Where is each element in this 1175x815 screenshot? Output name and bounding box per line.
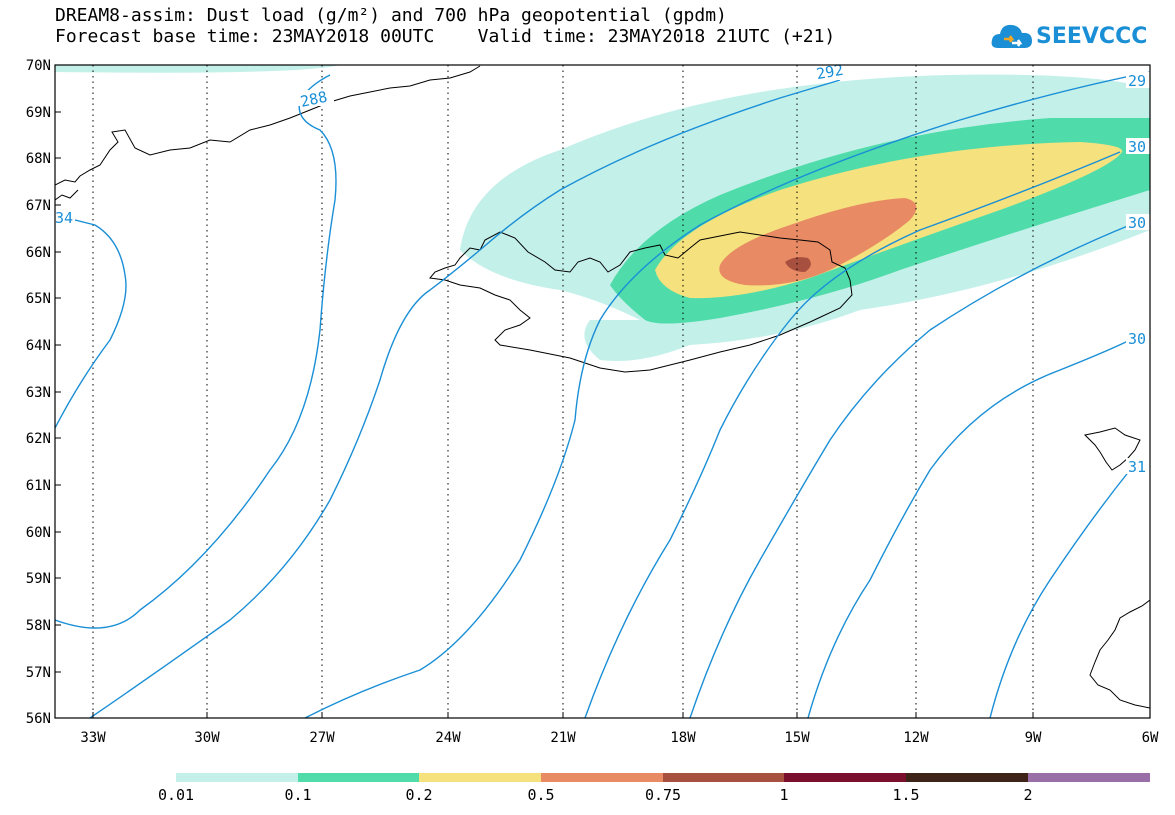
contour-label-284: 34	[55, 209, 73, 227]
lat-label-69n: 69N	[26, 105, 51, 121]
map-title: DREAM8-assim: Dust load (g/m²) and 700 h…	[55, 5, 727, 26]
greenland-coast-lower	[55, 189, 79, 201]
seevccc-logo: SEEVCCC	[990, 18, 1150, 58]
contour-labels: 288 292 29 30 30 30 31 34	[55, 61, 1150, 476]
lat-label-59n: 59N	[26, 571, 51, 587]
contour-284	[55, 214, 127, 429]
colorbar-swatch-3	[419, 773, 541, 782]
colorbar-swatch-6	[784, 773, 906, 782]
dust-shade-001	[55, 65, 340, 73]
colorbar-swatch-4	[541, 773, 663, 782]
contour-288	[55, 74, 337, 629]
lon-label-24w: 24W	[435, 730, 461, 746]
colorbar-label-02: 0.2	[405, 786, 433, 804]
lat-label-64n: 64N	[26, 338, 51, 354]
colorbar-label-1: 1	[779, 786, 789, 804]
lat-label-62n: 62N	[26, 431, 51, 447]
contour-label-30x-2: 30	[1128, 214, 1146, 232]
lat-axis: 70N 69N 68N 67N 66N 65N 64N 63N 62N 61N …	[26, 58, 61, 727]
geopotential-contours	[55, 71, 1150, 718]
contour-label-292: 292	[815, 61, 845, 83]
contour-label-31x: 31	[1128, 458, 1146, 476]
lon-label-30w: 30W	[194, 730, 220, 746]
lon-label-27w: 27W	[309, 730, 335, 746]
colorbar-swatch-1	[176, 773, 298, 782]
lat-label-60n: 60N	[26, 525, 51, 541]
lat-label-67n: 67N	[26, 198, 51, 214]
colorbar-label-2: 2	[1023, 786, 1033, 804]
greenland-coast	[55, 65, 481, 186]
contour-300	[689, 224, 1131, 718]
lon-label-33w: 33W	[80, 730, 106, 746]
colorbar-label-01: 0.1	[284, 786, 312, 804]
colorbar-label-001: 0.01	[157, 786, 195, 804]
lat-label-66n: 66N	[26, 245, 51, 261]
colorbar-label-15: 1.5	[892, 786, 920, 804]
contour-label-29x: 29	[1128, 72, 1146, 90]
colorbar-swatch-5	[663, 773, 784, 782]
lat-label-61n: 61N	[26, 478, 51, 494]
contour-296	[584, 151, 1121, 718]
lat-label-68n: 68N	[26, 151, 51, 167]
lon-label-18w: 18W	[670, 730, 696, 746]
contour-288-lower	[89, 79, 841, 718]
lon-label-15w: 15W	[784, 730, 810, 746]
colorbar-swatch-7	[906, 773, 1028, 782]
colorbar	[176, 773, 1150, 782]
lat-label-58n: 58N	[26, 618, 51, 634]
forecast-times: Forecast base time: 23MAY2018 00UTC Vali…	[55, 26, 836, 47]
lat-label-63n: 63N	[26, 385, 51, 401]
norway-coast	[1089, 599, 1150, 709]
contour-304	[807, 339, 1131, 718]
logo-text: SEEVCCC	[1036, 24, 1148, 49]
iceland-coast	[429, 231, 853, 373]
contour-label-30x-3: 30	[1128, 330, 1146, 348]
contour-292	[304, 71, 1150, 718]
colorbar-swatch-2	[298, 773, 419, 782]
lon-label-6w: 6W	[1142, 730, 1159, 746]
map-area	[55, 65, 1150, 718]
colorbar-label-05: 0.5	[527, 786, 555, 804]
colorbar-swatch-8	[1028, 773, 1150, 782]
contour-label-288: 288	[299, 88, 329, 111]
contour-308	[989, 469, 1131, 718]
colorbar-label-075: 0.75	[644, 786, 682, 804]
lon-axis: 33W 30W 27W 24W 21W 18W 15W 12W 9W 6W	[80, 712, 1159, 746]
lat-label-57n: 57N	[26, 665, 51, 681]
contour-label-30x-1: 30	[1128, 138, 1146, 156]
lat-label-56n: 56N	[26, 711, 51, 727]
lon-label-12w: 12W	[903, 730, 929, 746]
cloud-icon	[991, 24, 1032, 48]
dust-shade-075	[785, 257, 811, 272]
lon-label-21w: 21W	[550, 730, 576, 746]
lon-label-9w: 9W	[1025, 730, 1042, 746]
lat-label-65n: 65N	[26, 291, 51, 307]
lat-label-70n: 70N	[26, 58, 51, 74]
